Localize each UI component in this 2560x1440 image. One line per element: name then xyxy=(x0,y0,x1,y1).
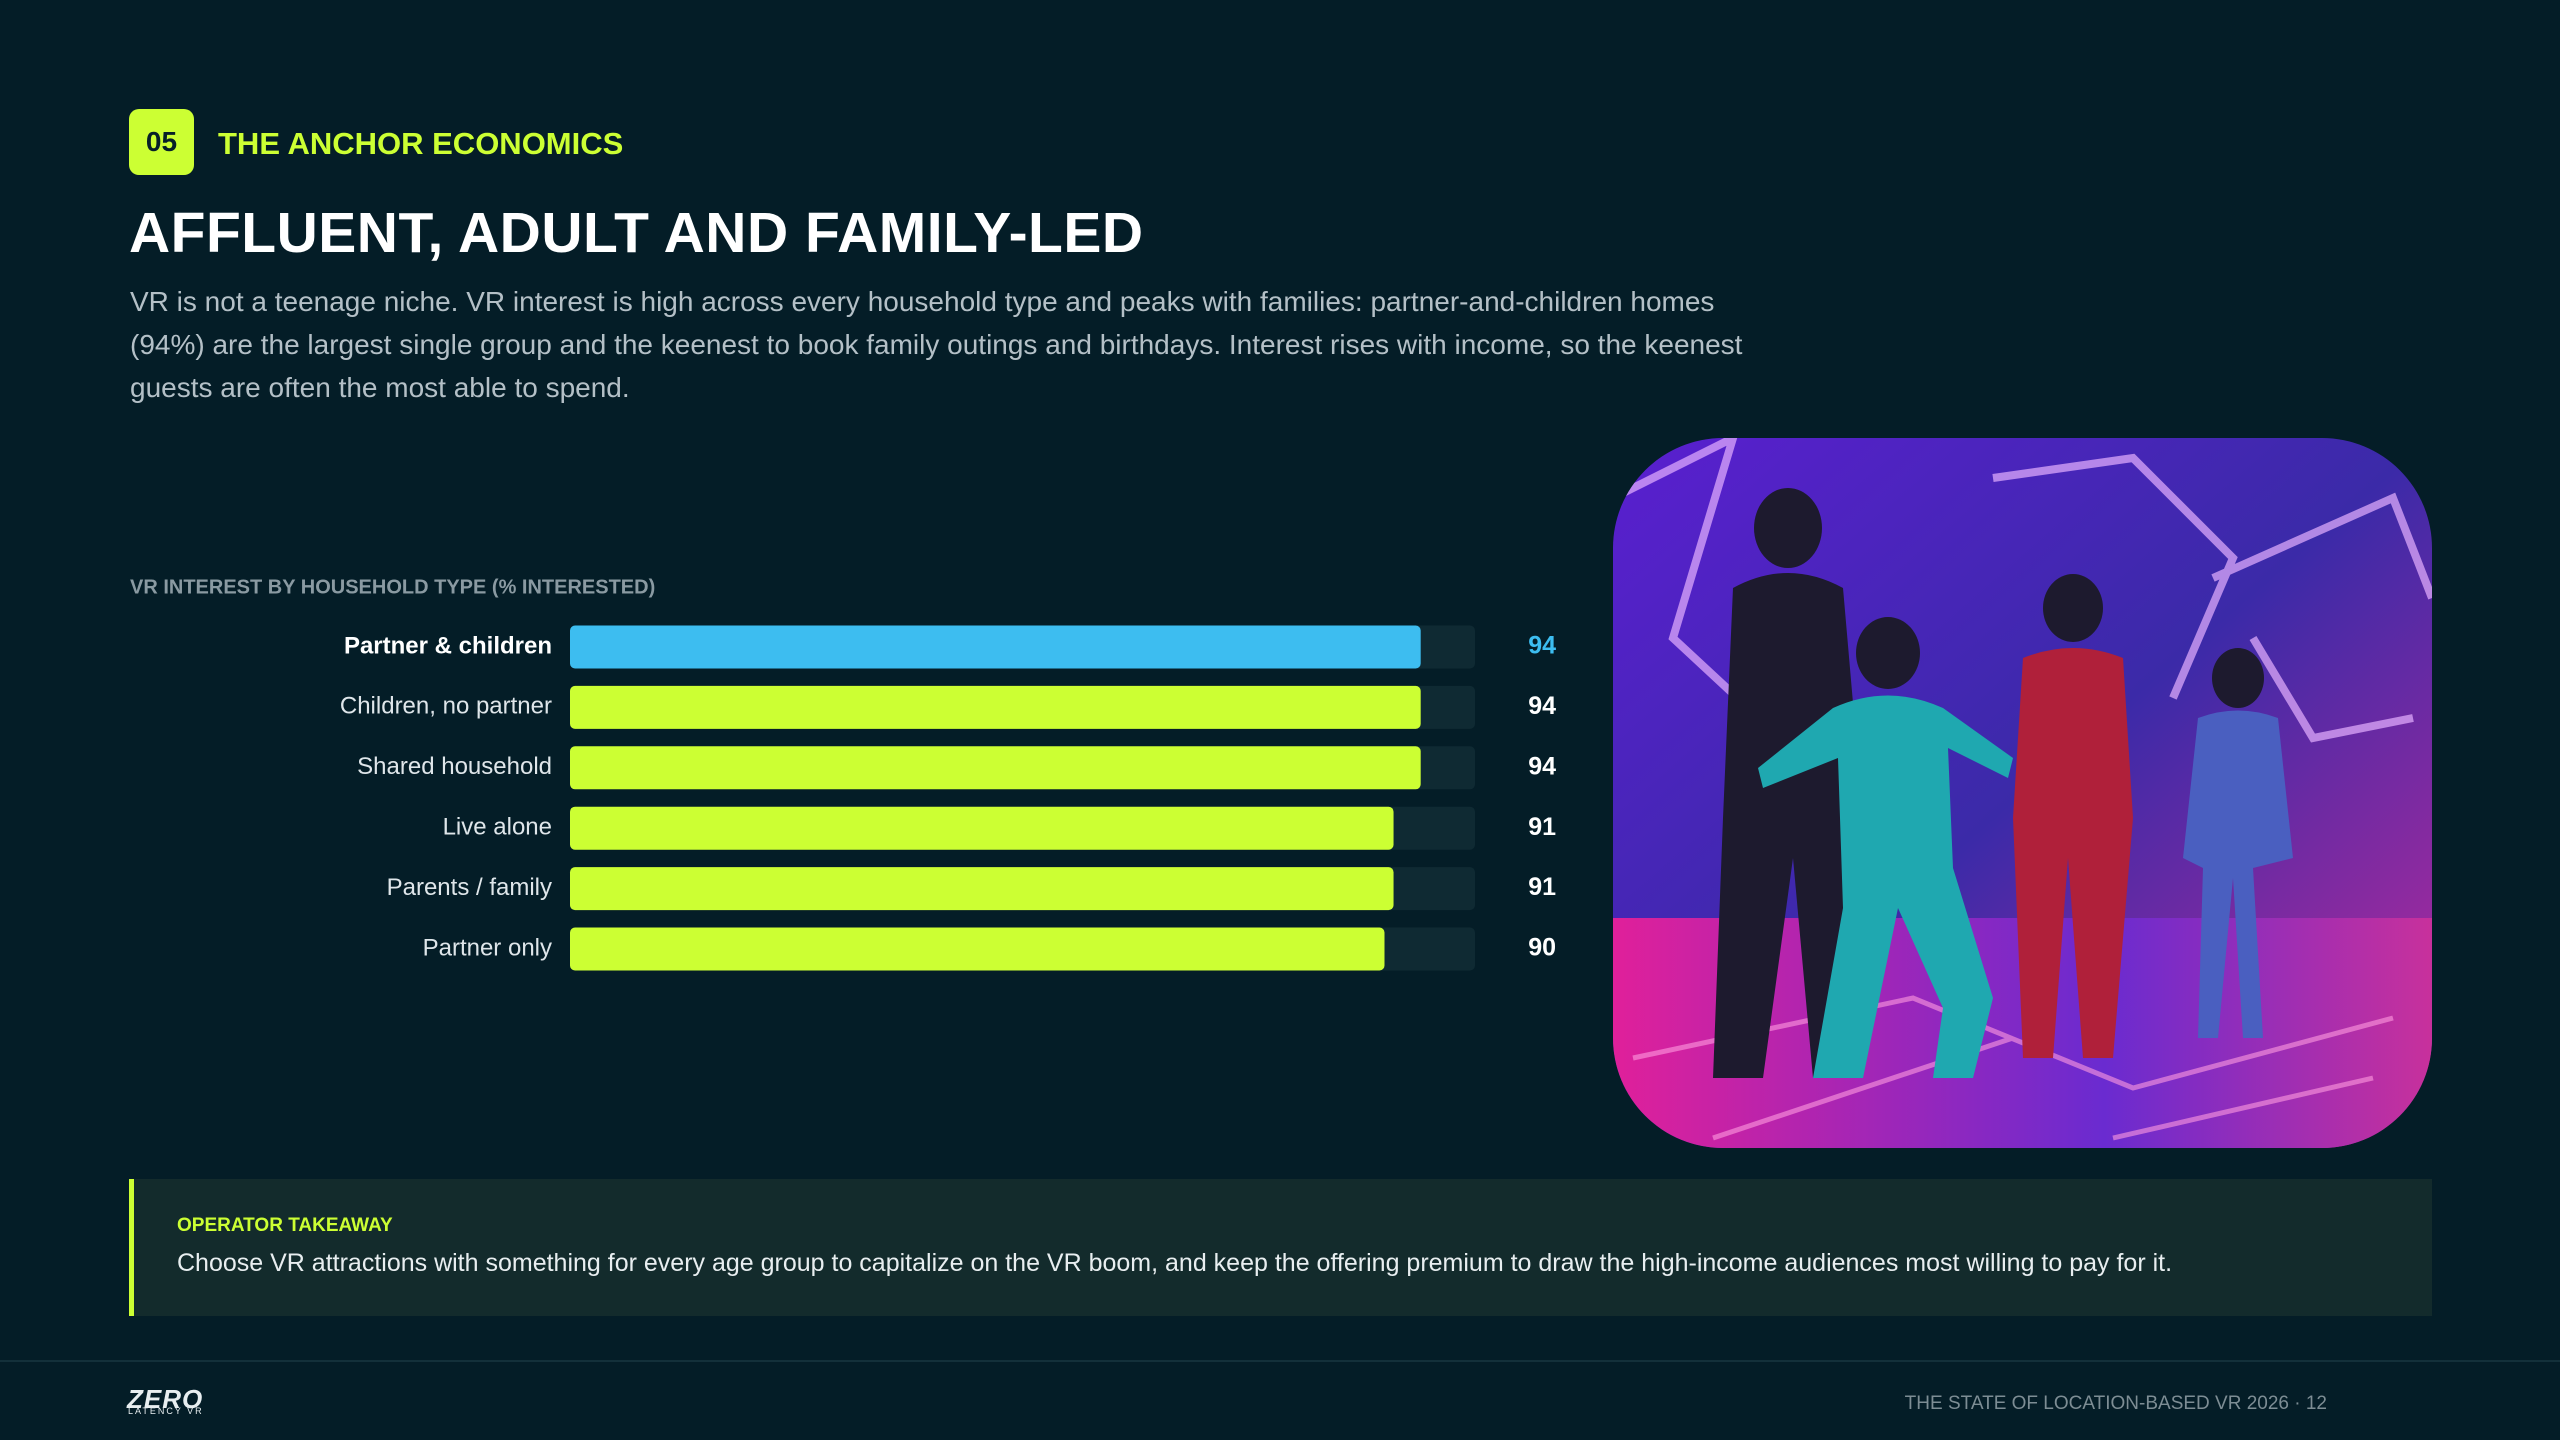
bar xyxy=(570,927,1385,971)
footer-text: THE STATE OF LOCATION-BASED VR 2026 · 12 xyxy=(1904,1393,2327,1414)
category-label: Live alone xyxy=(443,814,552,841)
chart-title: VR INTEREST BY HOUSEHOLD TYPE (% INTERES… xyxy=(130,576,655,598)
bar xyxy=(570,685,1421,729)
photo xyxy=(1613,438,2432,1148)
logo: ZERO xyxy=(127,1384,204,1414)
bar xyxy=(570,867,1394,911)
section-label: THE ANCHOR ECONOMICS xyxy=(218,126,624,161)
bar xyxy=(570,625,1421,669)
value-label: 90 xyxy=(1528,934,1556,962)
footer-rule xyxy=(0,1360,2560,1362)
value-label: 91 xyxy=(1528,873,1556,901)
bar xyxy=(570,806,1394,850)
category-label: Partner & children xyxy=(344,632,552,659)
value-label: 94 xyxy=(1528,632,1556,660)
takeaway-text: Choose VR attractions with something for… xyxy=(177,1249,2173,1277)
page-title: AFFLUENT, ADULT AND FAMILY-LED xyxy=(129,201,1144,265)
category-label: Partner only xyxy=(423,934,552,961)
bar xyxy=(570,746,1421,790)
logo-subtitle: LATENCY VR xyxy=(128,1406,204,1416)
value-label: 91 xyxy=(1528,813,1556,841)
takeaway-box: OPERATOR TAKEAWAY Choose VR attractions … xyxy=(129,1179,2432,1316)
value-label: 94 xyxy=(1528,752,1556,780)
value-label: 94 xyxy=(1528,692,1556,720)
intro-text: VR is not a teenage niche. VR interest i… xyxy=(130,286,1743,403)
category-label: Parents / family xyxy=(387,874,552,901)
category-label: Shared household xyxy=(357,753,552,780)
takeaway-label: OPERATOR TAKEAWAY xyxy=(177,1215,393,1236)
section-badge: 05 xyxy=(129,109,194,175)
chart: VR INTEREST BY HOUSEHOLD TYPE (% INTERES… xyxy=(130,576,1556,971)
category-label: Children, no partner xyxy=(340,693,552,720)
